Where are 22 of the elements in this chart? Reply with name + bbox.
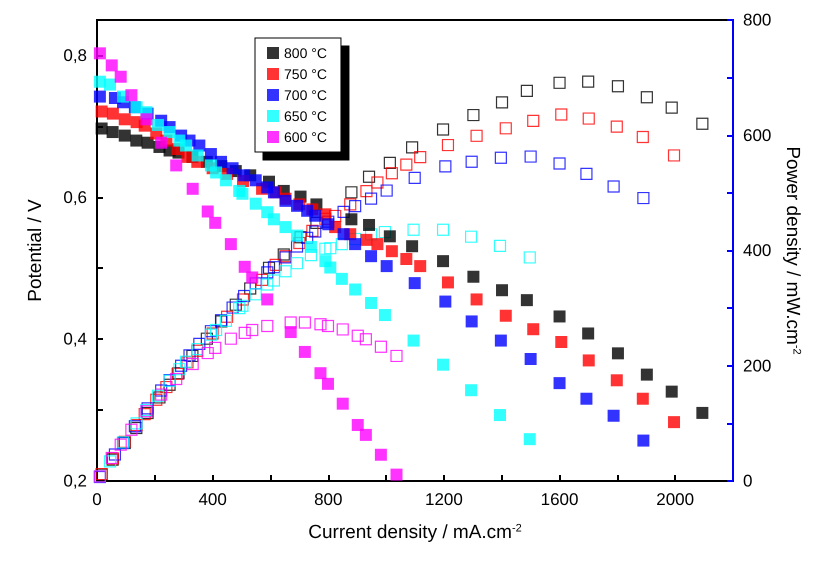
y2-tick-label: 0 (743, 472, 752, 490)
y-tick-label: 0,4 (63, 330, 87, 349)
legend-label: 750 °C (284, 66, 327, 82)
y-tick-label: 0,8 (63, 46, 87, 65)
x-tick-label: 400 (198, 490, 227, 509)
y-axis-title: Potential / V (25, 198, 46, 302)
x-tick-label: 1600 (540, 490, 578, 509)
x-tick-label: 2000 (656, 490, 694, 509)
y2-tick-label: 800 (743, 10, 772, 30)
y-tick-label: 0,2 (63, 472, 87, 490)
y2-tick-label: 400 (743, 241, 772, 260)
x-tick-label: 800 (314, 490, 342, 509)
x-tick-label: 0 (92, 490, 102, 509)
legend-label: 800 °C (284, 45, 327, 61)
legend-label: 650 °C (284, 108, 327, 124)
x-tick-label: 1200 (424, 490, 463, 509)
y2-tick-label: 200 (743, 356, 772, 376)
y2-axis-title: Power density / mW.cm-2 (782, 146, 803, 355)
y2-tick-label: 600 (743, 126, 772, 145)
legend-label: 700 °C (284, 87, 327, 103)
legend-label: 600 °C (284, 129, 327, 145)
y-tick-label: 0,6 (63, 188, 87, 207)
